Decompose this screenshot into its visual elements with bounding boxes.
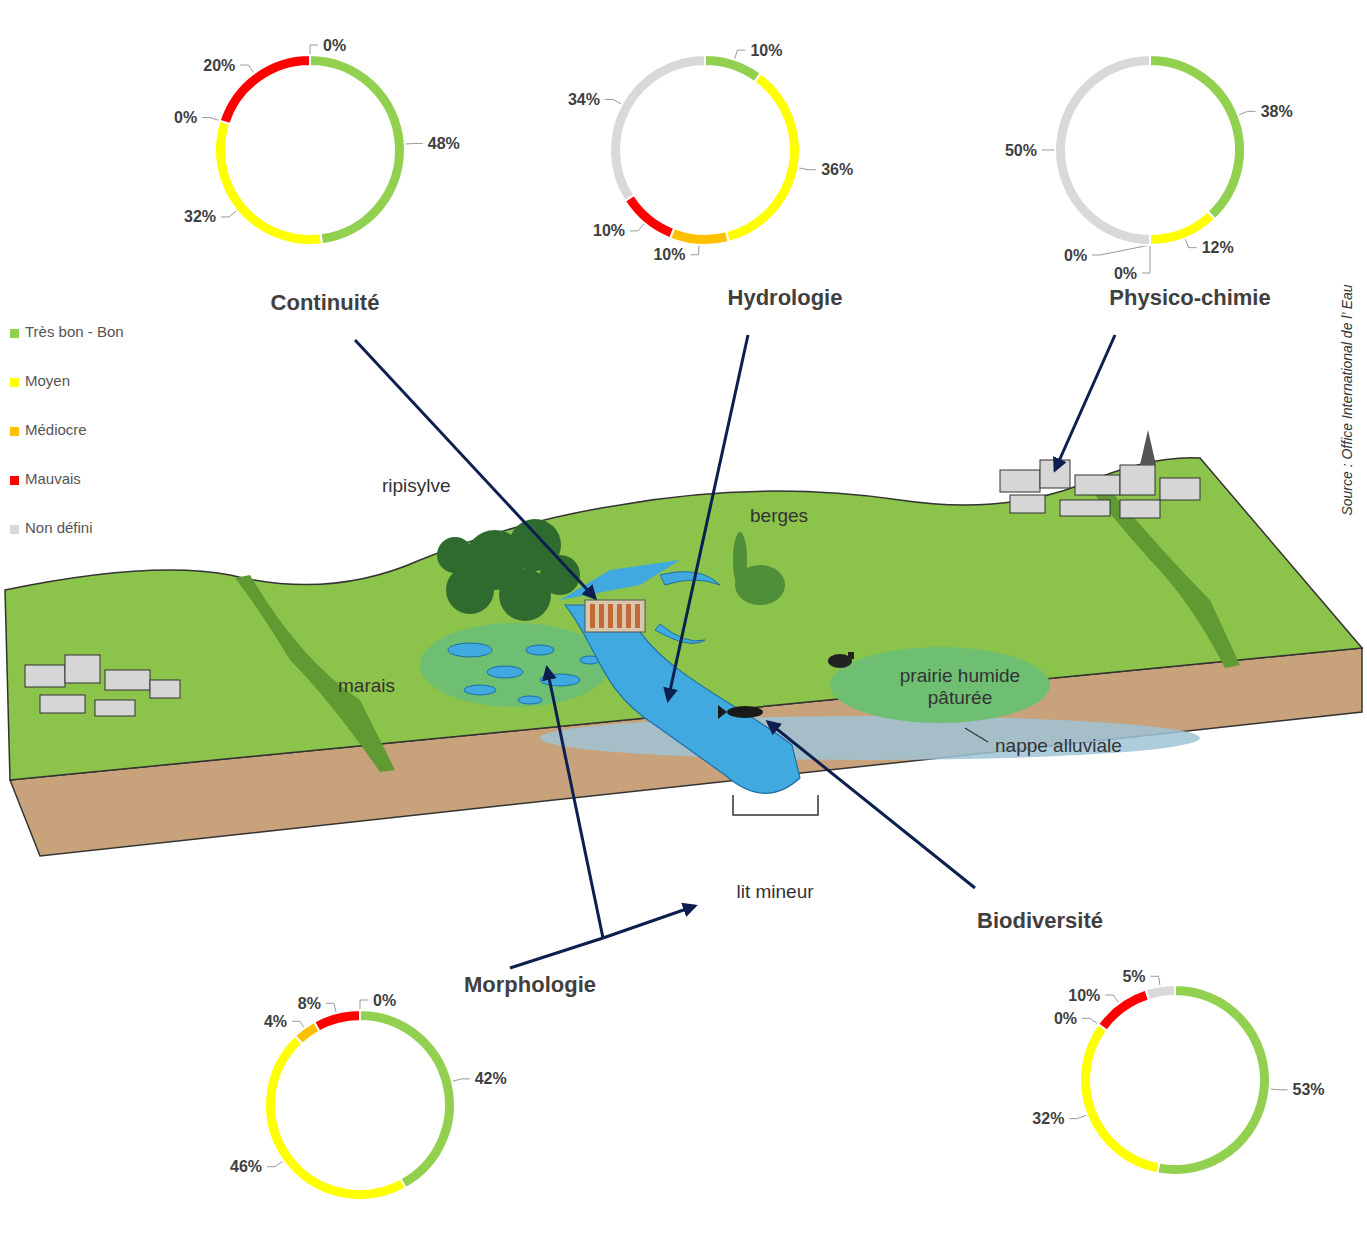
svg-text:10%: 10% <box>1068 987 1100 1004</box>
svg-text:0%: 0% <box>1114 265 1137 282</box>
svg-text:8%: 8% <box>298 995 321 1012</box>
svg-text:0%: 0% <box>323 37 346 54</box>
svg-text:48%: 48% <box>428 135 460 152</box>
svg-text:lit mineur: lit mineur <box>736 881 814 902</box>
svg-text:Morphologie: Morphologie <box>464 972 596 997</box>
svg-text:marais: marais <box>338 675 395 696</box>
svg-text:0%: 0% <box>373 992 396 1009</box>
svg-text:Moyen: Moyen <box>25 372 70 389</box>
svg-text:12%: 12% <box>1202 239 1234 256</box>
svg-text:ripisylve: ripisylve <box>382 475 451 496</box>
svg-text:53%: 53% <box>1293 1081 1325 1098</box>
svg-text:Médiocre: Médiocre <box>25 421 87 438</box>
svg-text:5%: 5% <box>1122 968 1145 985</box>
svg-text:4%: 4% <box>264 1013 287 1030</box>
svg-text:32%: 32% <box>184 208 216 225</box>
svg-text:prairie humidepâturée: prairie humidepâturée <box>900 665 1020 708</box>
svg-text:nappe alluviale: nappe alluviale <box>995 735 1122 756</box>
svg-text:Non défini: Non défini <box>25 519 93 536</box>
svg-text:10%: 10% <box>593 222 625 239</box>
svg-text:32%: 32% <box>1032 1110 1064 1127</box>
svg-text:Mauvais: Mauvais <box>25 470 81 487</box>
svg-text:Continuité: Continuité <box>271 290 380 315</box>
svg-text:36%: 36% <box>821 161 853 178</box>
svg-text:42%: 42% <box>475 1070 507 1087</box>
svg-text:Hydrologie: Hydrologie <box>728 285 843 310</box>
svg-text:0%: 0% <box>1054 1010 1077 1027</box>
svg-text:Physico-chimie: Physico-chimie <box>1109 285 1270 310</box>
svg-text:berges: berges <box>750 505 808 526</box>
svg-text:0%: 0% <box>1064 247 1087 264</box>
svg-text:38%: 38% <box>1261 103 1293 120</box>
svg-text:10%: 10% <box>750 42 782 59</box>
svg-text:34%: 34% <box>568 91 600 108</box>
svg-text:0%: 0% <box>174 109 197 126</box>
svg-text:46%: 46% <box>230 1158 262 1175</box>
svg-text:20%: 20% <box>203 57 235 74</box>
svg-text:50%: 50% <box>1005 142 1037 159</box>
svg-text:Biodiversité: Biodiversité <box>977 908 1103 933</box>
svg-text:Source : Office International: Source : Office International de l’ Eau <box>1339 284 1355 515</box>
svg-text:10%: 10% <box>653 246 685 263</box>
svg-text:Très bon - Bon: Très bon - Bon <box>25 323 124 340</box>
